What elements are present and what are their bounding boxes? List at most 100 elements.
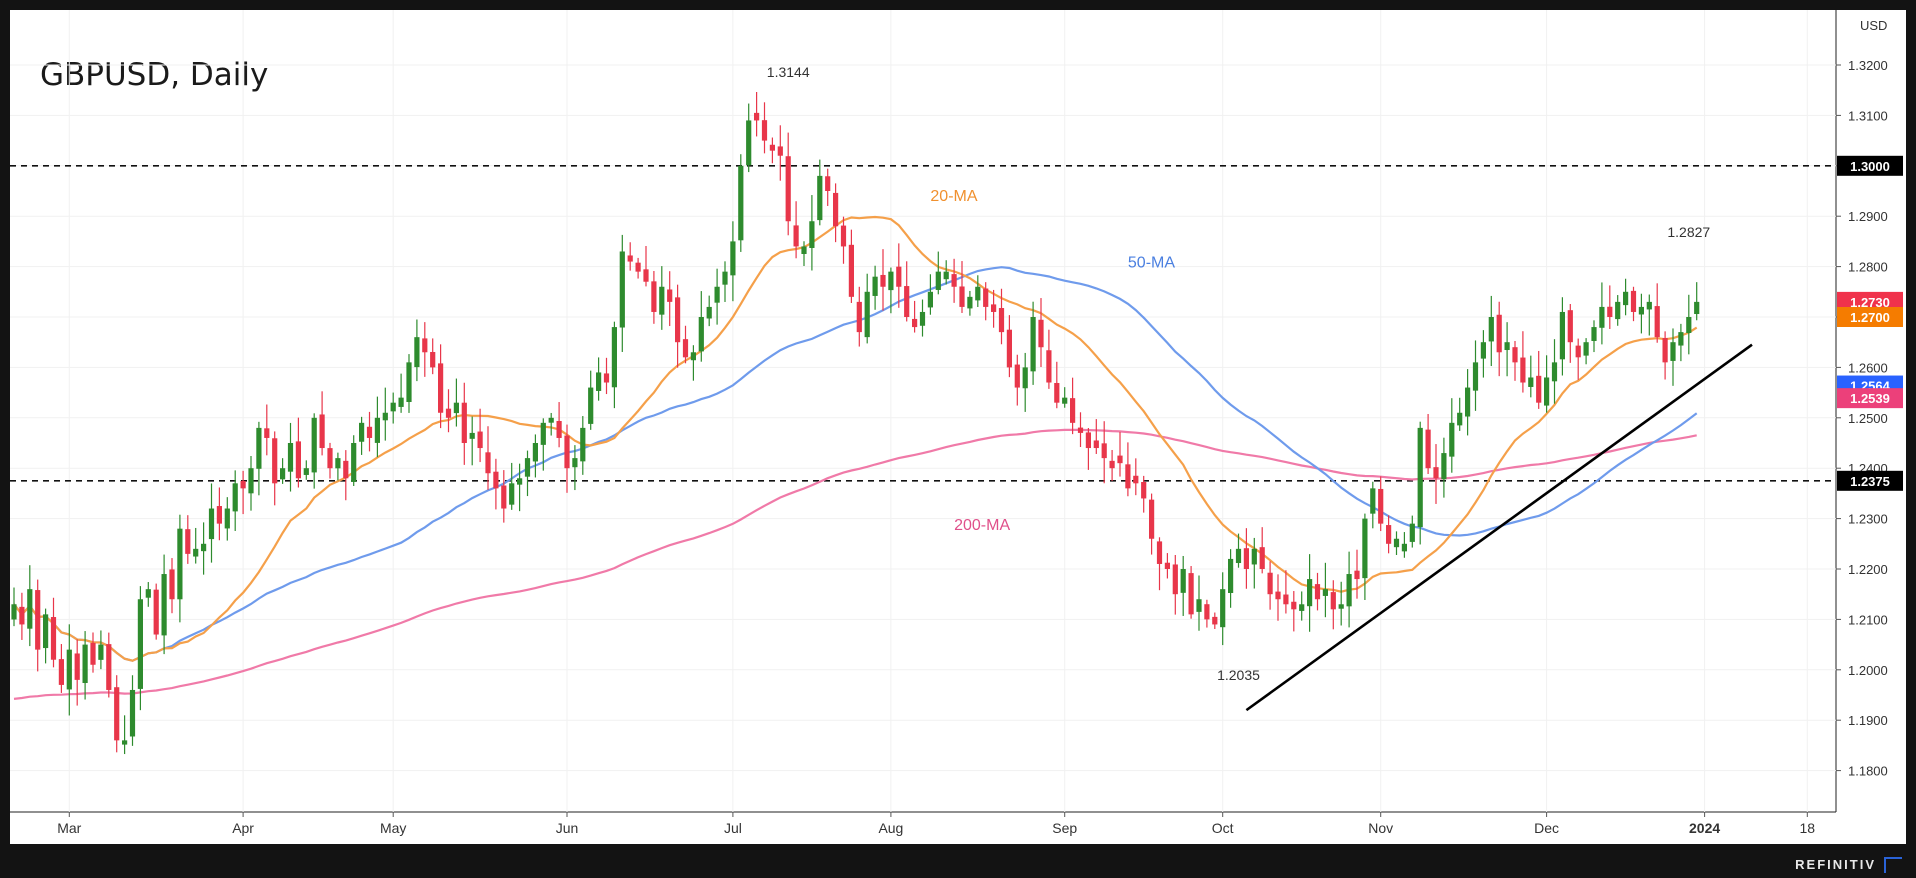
candle-body xyxy=(761,120,768,141)
candle-body xyxy=(438,363,444,413)
candle-body xyxy=(1133,475,1139,484)
candle-body xyxy=(1030,317,1036,372)
candle-body xyxy=(643,269,649,282)
candle-body xyxy=(311,417,317,473)
level-tag-label: 1.2375 xyxy=(1850,474,1890,489)
price-tag-label: 1.2730 xyxy=(1850,295,1890,310)
candle-body xyxy=(1678,332,1684,346)
candle-body xyxy=(1259,547,1265,569)
candle-body xyxy=(1512,347,1518,363)
candle-body xyxy=(303,468,309,475)
candle-body xyxy=(943,271,949,280)
candle-body xyxy=(50,617,57,660)
candle-body xyxy=(1291,601,1297,610)
candle-body xyxy=(1472,362,1479,391)
candle-body xyxy=(453,402,459,414)
candle-body xyxy=(848,244,854,297)
candle-body xyxy=(951,274,957,287)
candle-body xyxy=(1172,564,1178,595)
candle-body xyxy=(240,480,246,489)
candle-body xyxy=(1275,591,1281,600)
candle-body xyxy=(114,687,120,741)
candle-body xyxy=(359,422,365,442)
y-tick-label: 1.2800 xyxy=(1848,260,1888,275)
candle-body xyxy=(1354,570,1360,580)
candle-body xyxy=(1457,412,1463,426)
candle-body xyxy=(603,373,610,383)
candle-body xyxy=(540,422,546,445)
x-axis-ticks: Mar Apr May Jun Jul Aug Sep Oct Nov Dec 2024 18 xyxy=(57,812,1815,836)
candle-body xyxy=(216,506,222,524)
candle-body xyxy=(1243,548,1249,569)
candle-body xyxy=(1006,329,1012,368)
candle-body xyxy=(825,176,831,191)
y-tick-label: 1.2000 xyxy=(1848,663,1888,678)
y-tick-label: 1.2200 xyxy=(1848,562,1888,577)
x-tick-label: May xyxy=(380,820,406,836)
x-tick-label: Jun xyxy=(556,820,579,836)
candle-body xyxy=(319,414,325,449)
candle-body xyxy=(935,271,941,290)
plot-background xyxy=(10,10,1836,812)
candle-body xyxy=(769,144,775,151)
candle-body xyxy=(517,478,523,485)
candle-body xyxy=(706,306,712,319)
candle-body xyxy=(1638,306,1644,315)
candle-body xyxy=(524,458,531,477)
candle-body xyxy=(754,112,760,121)
level-tag xyxy=(1837,155,1903,176)
candle-body xyxy=(596,372,602,391)
candle-body xyxy=(382,412,388,421)
candle-body xyxy=(1070,398,1076,423)
candle-body xyxy=(896,266,902,287)
candle-body xyxy=(295,441,301,479)
candle-body xyxy=(1314,584,1321,600)
candle-body xyxy=(1559,311,1565,360)
candle-body xyxy=(248,468,254,494)
x-tick-label: Mar xyxy=(57,820,81,836)
candle-body xyxy=(1156,541,1163,564)
candle-body xyxy=(485,452,491,474)
candle-body xyxy=(864,291,870,338)
candle-body xyxy=(635,262,641,272)
candle-body xyxy=(11,604,17,620)
candle-body xyxy=(264,428,270,438)
candle-body xyxy=(998,308,1005,333)
extreme-annotation: 1.2827 xyxy=(1667,224,1710,240)
candle-body xyxy=(509,483,515,505)
candle-body xyxy=(1496,314,1502,353)
candle-body xyxy=(1630,290,1637,312)
candle-body xyxy=(161,574,167,636)
candle-body xyxy=(351,443,357,482)
y-tick-label: 1.1800 xyxy=(1848,764,1888,779)
candle-body xyxy=(1228,558,1234,593)
candle-body xyxy=(1599,306,1605,328)
candle-body xyxy=(880,274,886,287)
candle-body xyxy=(556,420,562,438)
candle-body xyxy=(1141,482,1147,499)
candle-body xyxy=(1536,375,1542,403)
candle-body xyxy=(1654,306,1660,338)
candle-body xyxy=(169,569,175,600)
moving-averages xyxy=(13,215,1698,700)
candle-body xyxy=(1330,592,1336,610)
candle-body xyxy=(1188,573,1194,615)
x-tick-label: Dec xyxy=(1534,820,1559,836)
candle-body xyxy=(888,271,894,291)
series-label: 20-MA xyxy=(930,188,977,205)
candle-body xyxy=(1322,589,1328,596)
candle-body xyxy=(335,458,341,469)
candle-body xyxy=(1362,518,1368,579)
candle-body xyxy=(1575,345,1581,358)
candle-body xyxy=(137,599,143,689)
candle-body xyxy=(1670,342,1676,361)
candle-body xyxy=(66,649,72,690)
candle-body xyxy=(1544,377,1550,406)
candle-body xyxy=(1109,460,1115,469)
candle-body xyxy=(280,468,286,480)
candle-body xyxy=(714,286,720,303)
candle-body xyxy=(667,289,673,302)
candle-body xyxy=(1054,382,1060,403)
